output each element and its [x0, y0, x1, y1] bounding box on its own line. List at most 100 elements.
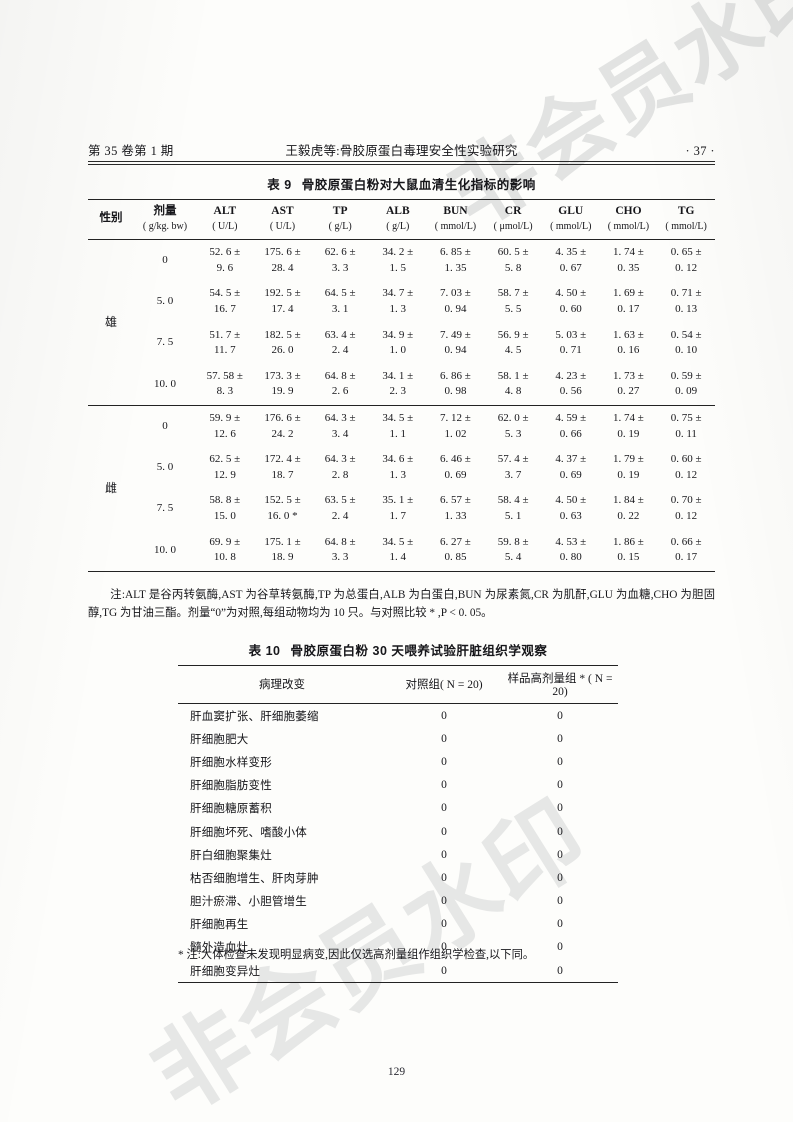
high-dose-value: 0 [557, 732, 563, 745]
lesion-label: 肝细胞再生 [190, 919, 249, 932]
lesion-label: 肝血窦扩张、肝细胞萎缩 [190, 710, 319, 723]
table-10-body: 肝血窦扩张、肝细胞萎缩 0 0 肝细胞肥大 0 0 肝细胞水样变形 0 0 肝细胞脂肪变性 0… [178, 704, 618, 983]
table-9-col-sex: 性别 [88, 199, 134, 241]
table-row: 肝细胞变异灶 0 0 [178, 959, 618, 983]
control-value: 0 [441, 825, 447, 838]
table-9-col-alt: ALT ( U/L) [196, 199, 254, 241]
cell-cho: 1. 84 ±0. 22 [613, 494, 644, 523]
table-9-group-female: 雌 0 59. 9 ±12. 6 176. 6 ±24. 2 64. 3 ±3.… [88, 405, 715, 572]
cell-bun: 6. 85 ±1. 35 [440, 246, 471, 274]
cell-bun: 6. 57 ±1. 33 [440, 494, 471, 523]
table-9-caption-title: 骨胶原蛋白粉对大鼠血清生化指标的影响 [301, 178, 536, 192]
cell-alt: 51. 7 ±11. 7 [209, 328, 241, 357]
cell-bun: 7. 49 ±0. 94 [440, 328, 471, 357]
cell-alt: 57. 58 ±8. 3 [206, 369, 243, 398]
table-10-col-control: 对照组( N = 20) [386, 665, 502, 704]
cell-alb: 34. 5 ±1. 1 [382, 412, 414, 440]
high-dose-value: 0 [557, 871, 563, 884]
table-row: 胆汁瘀滞、小胆管增生 0 0 [178, 890, 618, 913]
cell-cr: 58. 4 ±5. 1 [497, 494, 529, 523]
cell-alb: 34. 6 ±1. 3 [382, 453, 414, 481]
header-rule [88, 161, 715, 166]
lesion-label: 胆汁瘀滞、小胆管增生 [190, 896, 307, 909]
control-value: 0 [441, 964, 447, 977]
cell-alb: 35. 1 ±1. 7 [382, 494, 414, 523]
control-value: 0 [441, 755, 447, 768]
control-value: 0 [441, 802, 447, 815]
cell-bun: 7. 03 ±0. 94 [440, 287, 471, 315]
table-9-sex-female: 雌 [104, 480, 117, 495]
table-9-dose: 7. 5 [156, 336, 174, 349]
cell-cr: 62. 0 ±5. 3 [497, 412, 529, 440]
cell-bun: 6. 86 ±0. 98 [440, 369, 471, 398]
cell-cr: 58. 7 ±5. 5 [497, 287, 529, 315]
table-10-caption-title: 骨胶原蛋白粉 30 天喂养试验肝脏组织学观察 [290, 644, 548, 658]
cell-cr: 58. 1 ±4. 8 [497, 369, 529, 398]
table-9-dose: 0 [162, 419, 168, 432]
lesion-label: 肝细胞变异灶 [190, 965, 261, 978]
cell-tp: 64. 5 ±3. 1 [324, 287, 356, 315]
table-row: 肝细胞肥大 0 0 [178, 727, 618, 750]
cell-alt: 62. 5 ±12. 9 [209, 453, 241, 481]
cell-alt: 59. 9 ±12. 6 [209, 412, 241, 440]
lesion-label: 肝白细胞聚集灶 [190, 849, 272, 862]
cell-tg: 0. 60 ±0. 12 [670, 453, 702, 481]
table-row: 5. 0 62. 5 ±12. 9 172. 4 ±18. 7 64. 3 ±2… [88, 447, 715, 488]
lesion-label: 肝细胞坏死、嗜酸小体 [190, 826, 307, 839]
table-9-header-row: 性别 剂量 ( g/kg. bw) ALT ( U/L) AST ( U/L [88, 199, 715, 241]
lesion-label: 肝细胞脂肪变性 [190, 780, 272, 793]
table-10-col-high-dose: 样品高剂量组 * ( N = 20) [502, 665, 618, 704]
cell-glu: 4. 35 ±0. 67 [555, 246, 587, 274]
cell-cr: 59. 8 ±5. 4 [497, 535, 529, 564]
table-10-col-lesion: 病理改变 [178, 665, 386, 704]
lesion-label: 枯否细胞增生、肝肉芽肿 [190, 872, 319, 885]
cell-alb: 34. 7 ±1. 3 [382, 287, 414, 315]
high-dose-value: 0 [557, 941, 563, 954]
lesion-label: 髓外造血灶 [190, 942, 249, 955]
table-row: 髓外造血灶 0 0 [178, 936, 618, 959]
high-dose-value: 0 [557, 755, 563, 768]
table-row: 10. 0 57. 58 ±8. 3 173. 3 ±19. 9 64. 8 ±… [88, 364, 715, 406]
control-value: 0 [441, 918, 447, 931]
cell-alt: 69. 9 ±10. 8 [209, 535, 241, 564]
table-10-caption-number: 表 10 [248, 644, 281, 658]
table-row: 10. 0 69. 9 ±10. 8 175. 1 ±18. 9 64. 8 ±… [88, 530, 715, 572]
table-9-col-glu: GLU ( mmol/L) [541, 199, 600, 241]
control-value: 0 [441, 732, 447, 745]
cell-glu: 4. 53 ±0. 80 [555, 535, 587, 564]
high-dose-value: 0 [557, 918, 563, 931]
high-dose-value: 0 [557, 709, 563, 722]
table-9-caption: 表 9 骨胶原蛋白粉对大鼠血清生化指标的影响 [88, 174, 715, 193]
table-9-group-male: 雄 0 52. 6 ±9. 6 175. 6 ±28. 4 62. 6 ±3. … [88, 240, 715, 406]
cell-cr: 60. 5 ±5. 8 [497, 246, 529, 274]
control-value: 0 [441, 895, 447, 908]
cell-ast: 175. 6 ±28. 4 [264, 246, 301, 274]
cell-glu: 4. 50 ±0. 60 [555, 287, 587, 315]
table-row: 枯否细胞增生、肝肉芽肿 0 0 [178, 866, 618, 889]
table-9-col-cr: CR ( μmol/L) [484, 199, 542, 241]
table-9-col-alb: ALB ( g/L) [368, 199, 427, 241]
cell-tg: 0. 70 ±0. 12 [670, 494, 702, 523]
high-dose-value: 0 [557, 895, 563, 908]
table-9-dose: 5. 0 [156, 461, 174, 474]
cell-cho: 1. 79 ±0. 19 [613, 453, 644, 481]
cell-tp: 64. 8 ±2. 6 [324, 369, 356, 398]
cell-glu: 4. 50 ±0. 63 [555, 494, 587, 523]
cell-ast: 172. 4 ±18. 7 [264, 453, 301, 481]
cell-bun: 6. 27 ±0. 85 [440, 535, 471, 564]
table-9-col-tp: TP ( g/L) [311, 199, 369, 241]
page-folio: 129 [387, 1066, 406, 1078]
cell-alb: 34. 1 ±2. 3 [382, 369, 414, 398]
running-head-volume: 第 35 卷第 1 期 [88, 144, 174, 158]
table-row: 5. 0 54. 5 ±16. 7 192. 5 ±17. 4 64. 5 ±3… [88, 281, 715, 322]
table-9-col-tg: TG ( mmol/L) [657, 199, 715, 241]
table-9-dose: 5. 0 [156, 295, 174, 308]
table-9-note: 注:ALT 是谷丙转氨酶,AST 为谷草转氨酶,TP 为总蛋白,ALB 为白蛋白… [88, 586, 715, 623]
cell-cr: 57. 4 ±3. 7 [497, 453, 529, 481]
table-row: 肝白细胞聚集灶 0 0 [178, 843, 618, 866]
table-10: 病理改变 对照组( N = 20) 样品高剂量组 * ( N = 20) 肝血窦… [178, 665, 618, 983]
table-9-dose: 10. 0 [154, 543, 176, 556]
table-row: 肝细胞坏死、嗜酸小体 0 0 [178, 820, 618, 843]
control-value: 0 [441, 848, 447, 861]
